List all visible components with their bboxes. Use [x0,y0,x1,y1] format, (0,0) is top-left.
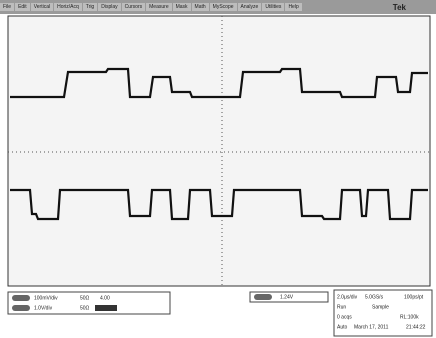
trig-chip [254,294,272,300]
menu-item[interactable]: File [0,3,14,11]
menu-item[interactable]: Analyze [238,3,262,11]
menu-item[interactable]: Horiz/Acq [54,3,82,11]
brand: Tek [393,3,406,12]
menu-item[interactable]: MyScope [210,3,237,11]
ch1-coupling: 50Ω [80,295,90,301]
graticule [8,16,430,286]
menu-item[interactable]: Edit [15,3,30,11]
time: 21:44:22 [406,324,426,330]
run-state: Run [337,304,346,310]
acq-count: 0 acqs [337,314,352,320]
scope-screen: FileEditVerticalHoriz/AcqTrigDisplayCurs… [0,0,436,338]
record-length: RL:100k [400,314,419,320]
menu-item[interactable]: Utilities [262,3,284,11]
menu-item[interactable]: Display [98,3,120,11]
menu-item[interactable]: Vertical [31,3,53,11]
menu-item[interactable]: Help [285,3,301,11]
ch1-chip [12,295,30,301]
display: 100mV/div 50Ω 4.00 1.0V/div 50Ω 1.24V 2.… [0,14,436,338]
menu-item[interactable]: Math [192,3,209,11]
menu-item[interactable]: Mask [173,3,191,11]
sample-rate: 5.0GS/s [365,294,384,300]
ch1-scale: 100mV/div [34,295,58,301]
ch2-coupling: 50Ω [80,305,90,311]
date: March 17, 2011 [354,324,389,330]
menu-item[interactable]: Measure [146,3,171,11]
h-scale: 2.0μs/div [337,294,358,300]
ch1-offset: 4.00 [100,295,110,301]
menu-item[interactable]: Cursors [122,3,146,11]
acq-mode: Sample [372,304,389,310]
trigger-mode: Auto [337,324,348,330]
menu-item[interactable]: Trig [83,3,97,11]
trigger-level: 1.24V [280,294,294,300]
ch2-scale: 1.0V/div [34,305,53,311]
resolution: 100ps/pt [404,294,424,300]
ch2-chip [12,305,30,311]
ch2-marker [95,305,117,311]
